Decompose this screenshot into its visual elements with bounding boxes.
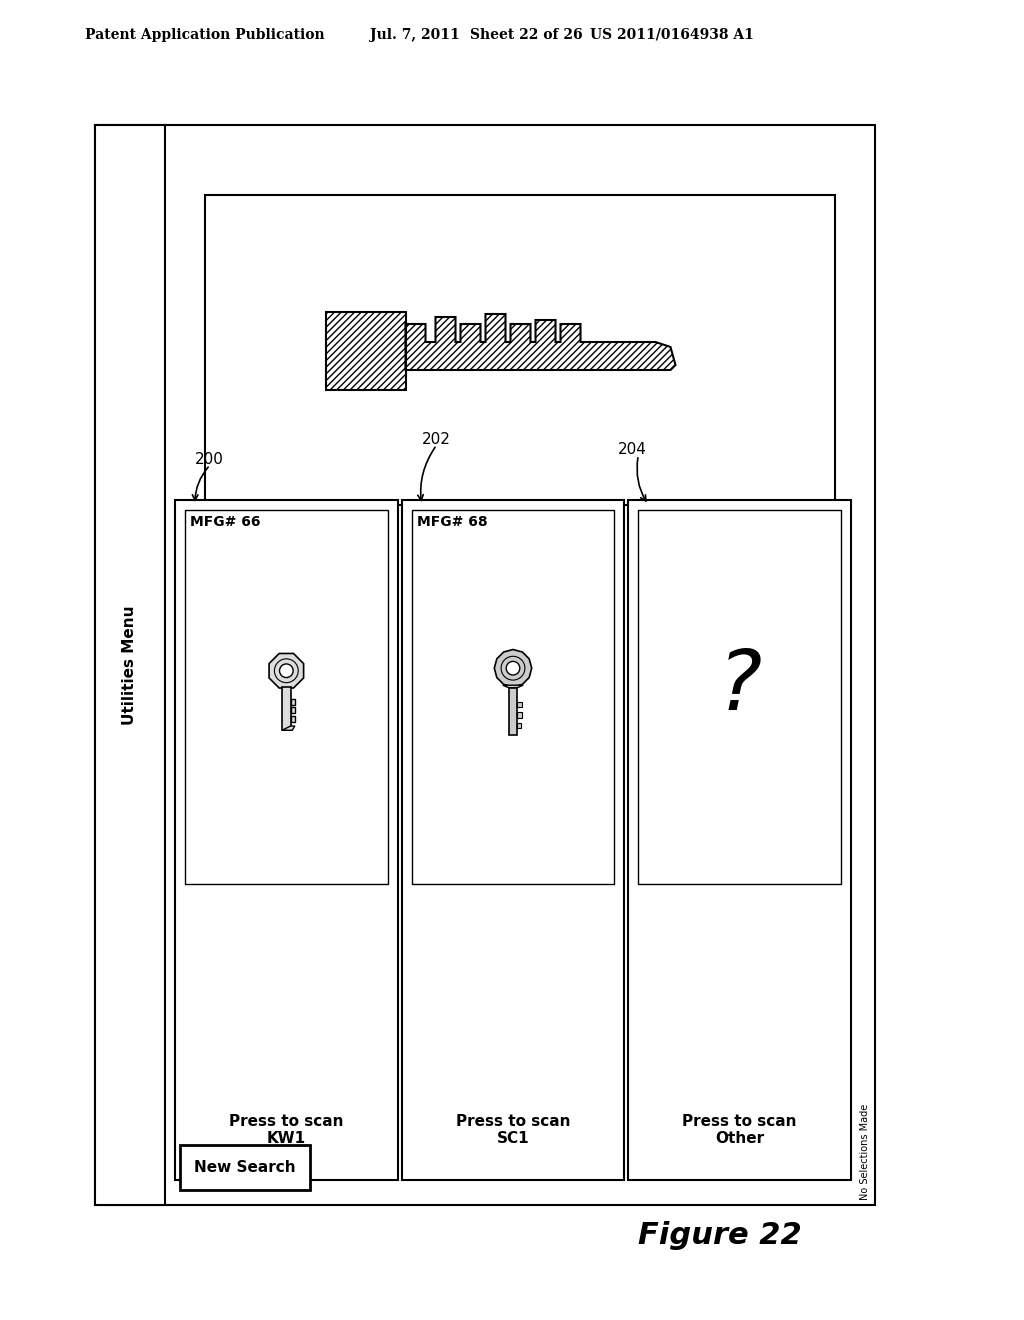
Text: Jul. 7, 2011: Jul. 7, 2011 [370,28,460,42]
Circle shape [280,664,293,677]
Text: ?: ? [718,647,762,727]
Text: Utilities Menu: Utilities Menu [123,606,137,725]
Text: Patent Application Publication: Patent Application Publication [85,28,325,42]
Bar [509,688,517,734]
Bar [517,702,522,708]
FancyBboxPatch shape [638,510,841,884]
FancyBboxPatch shape [185,510,388,884]
Text: Press to scan
SC1: Press to scan SC1 [456,1114,570,1146]
Text: Sheet 22 of 26: Sheet 22 of 26 [470,28,583,42]
Text: Press to scan
KW1: Press to scan KW1 [229,1114,344,1146]
Text: New Search: New Search [195,1160,296,1175]
Text: US 2011/0164938 A1: US 2011/0164938 A1 [590,28,754,42]
Text: 202: 202 [422,433,451,447]
Circle shape [506,661,520,675]
Bar [291,708,295,713]
FancyBboxPatch shape [412,510,614,884]
FancyBboxPatch shape [629,500,851,1180]
Text: MFG# 68: MFG# 68 [417,515,487,529]
FancyBboxPatch shape [401,500,625,1180]
Bar [282,686,291,730]
Bar [291,715,295,722]
Bar [291,698,295,705]
Text: No Selections Made: No Selections Made [860,1104,870,1200]
Text: Press to scan
Other: Press to scan Other [682,1114,797,1146]
Polygon shape [495,649,531,686]
Text: 200: 200 [195,453,224,467]
FancyBboxPatch shape [205,195,835,506]
Text: Figure 22: Figure 22 [638,1221,802,1250]
Polygon shape [282,726,295,730]
Polygon shape [503,685,523,688]
Bar [517,722,520,727]
FancyBboxPatch shape [175,500,397,1180]
Bar [517,713,521,718]
Polygon shape [269,653,303,688]
FancyBboxPatch shape [95,125,165,1205]
FancyBboxPatch shape [180,1144,310,1191]
Text: MFG# 66: MFG# 66 [190,515,260,529]
FancyBboxPatch shape [95,125,874,1205]
Text: 204: 204 [618,442,647,458]
